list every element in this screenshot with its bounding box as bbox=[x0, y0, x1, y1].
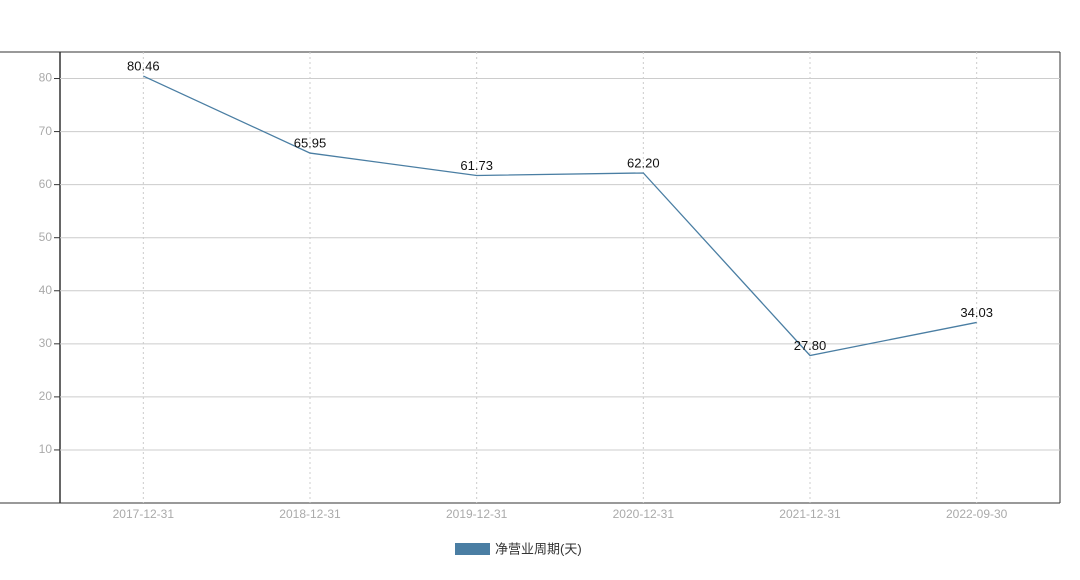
value-label: 61.73 bbox=[460, 158, 493, 173]
x-tick-label: 2020-12-31 bbox=[613, 507, 675, 521]
y-tick-label: 20 bbox=[39, 389, 53, 403]
y-tick-label: 60 bbox=[39, 177, 53, 191]
y-tick-label: 30 bbox=[39, 336, 53, 350]
value-label: 34.03 bbox=[960, 305, 993, 320]
y-tick-label: 40 bbox=[39, 283, 53, 297]
x-tick-label: 2019-12-31 bbox=[446, 507, 508, 521]
value-label: 62.20 bbox=[627, 155, 660, 170]
line bbox=[143, 75, 977, 357]
value-label: 65.95 bbox=[294, 136, 327, 151]
x-tick-label: 2018-12-31 bbox=[279, 507, 341, 521]
x-tick-label: 2021-12-31 bbox=[779, 507, 841, 521]
legend-swatch bbox=[455, 543, 490, 555]
y-tick-label: 10 bbox=[39, 442, 53, 456]
x-tick-label: 2017-12-31 bbox=[113, 507, 175, 521]
value-label: 27.80 bbox=[794, 338, 827, 353]
y-tick-label: 50 bbox=[39, 230, 53, 244]
y-tick-label: 70 bbox=[39, 124, 53, 138]
y-tick-label: 80 bbox=[39, 71, 53, 85]
x-tick-label: 2022-09-30 bbox=[946, 507, 1008, 521]
legend-label: 净营业周期(天) bbox=[495, 541, 582, 556]
value-label: 80.46 bbox=[127, 59, 160, 74]
